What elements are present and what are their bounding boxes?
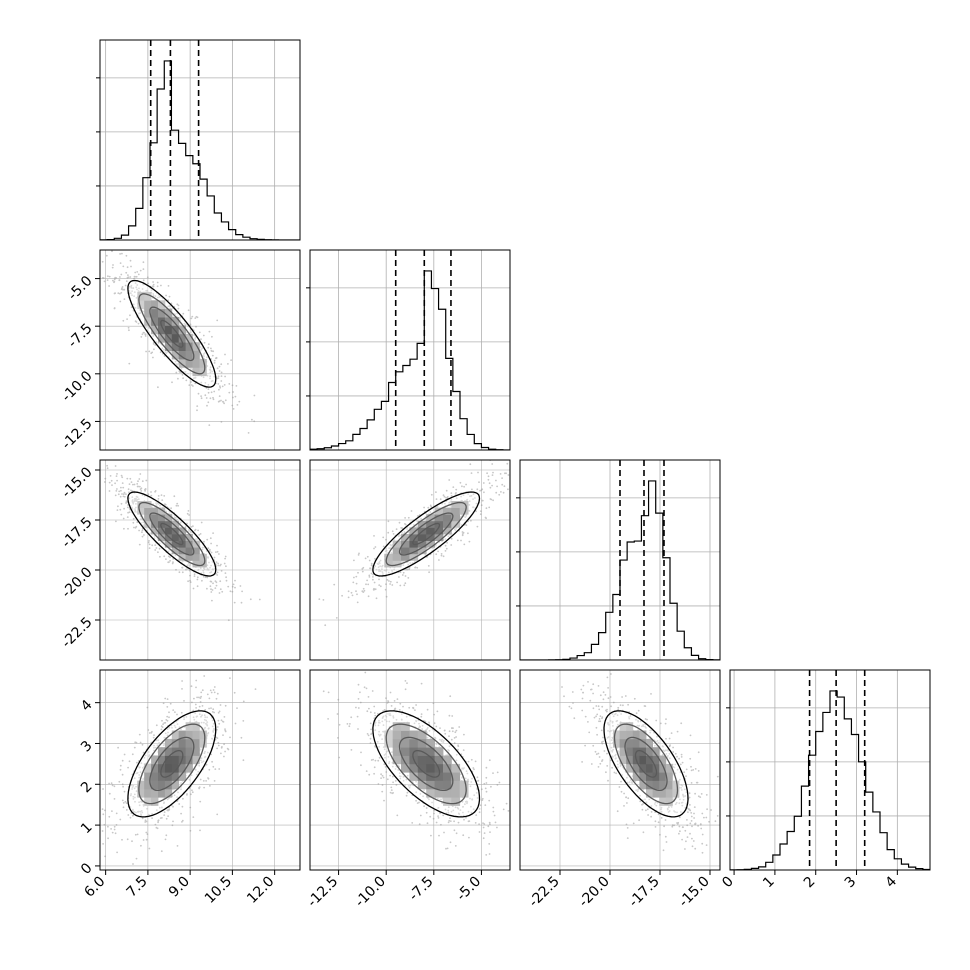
panel-frame [99,459,301,661]
y-tick-label: -5.0 [65,273,96,304]
x-tick-label: 1 [760,874,778,892]
panel-2-2 [516,459,721,661]
contour-1 [149,306,195,362]
y-tick-label: 4 [78,697,96,715]
panel-frame [309,459,511,661]
panel-frame [99,39,301,241]
x-tick-label: 6.0 [81,874,108,901]
x-tick-label: 4 [883,873,901,891]
x-tick-label: 10.5 [202,874,235,907]
contour-0 [412,522,441,546]
y-tick-label: -20.0 [59,564,96,601]
y-tick-label: -22.5 [59,614,96,651]
y-tick-label: -17.5 [59,514,96,551]
x-tick-label: -12.5 [304,874,341,911]
contour-3 [603,710,689,818]
contour-2 [138,293,206,375]
y-tick-label: 2 [78,779,96,797]
panel-frame [729,669,931,871]
y-tick-label: -7.5 [65,321,96,352]
x-tick-label: 3 [842,874,860,892]
contour-3 [372,710,481,818]
panel-3-3: 0 1 2 3 4 [719,669,931,892]
x-tick-label: -10.0 [352,874,389,911]
y-tick-label: -12.5 [59,416,96,453]
x-tick-label: -15.0 [676,874,713,911]
x-tick-label: 0 [719,874,737,892]
panel-frame [99,669,301,871]
panel-frame [309,669,511,871]
density-grid [137,291,207,377]
panel-3-0: 6.0 7.5 9.0 10.5 12.0 0 1 2 3 4 [78,669,301,907]
contour-3 [372,491,481,577]
x-tick-label: -17.5 [626,874,663,911]
x-tick-label: 12.0 [244,874,277,907]
panel-frame [309,249,511,451]
contour-1 [149,512,195,556]
panel-frame [99,249,301,451]
contour-2 [385,501,467,567]
panel-1-0: -12.5 -10.0 -7.5 -5.0 [59,249,301,453]
contour-1 [398,736,454,792]
contour-1 [149,736,195,792]
histogram-p0 [100,60,300,240]
contour-3 [127,279,217,388]
contour-0 [634,749,658,778]
y-tick-label: 0 [78,860,96,878]
y-tick-label: -10.0 [59,368,96,405]
contour-0 [160,319,184,348]
panel-3-2: -22.5 -20.0 -17.5 -15.0 [519,669,721,911]
x-tick-label: -5.0 [454,874,485,905]
contour-3 [127,710,217,818]
x-tick-label: -7.5 [406,874,437,905]
x-tick-label: 2 [801,874,819,892]
contour-3 [127,491,217,577]
y-tick-label: -15.0 [59,464,96,501]
panel-2-1 [309,459,511,661]
contour-0 [160,749,184,778]
histogram-p3 [730,690,930,870]
x-tick-label: 7.5 [124,874,151,901]
contour-1 [624,736,668,792]
contour-2 [138,501,206,567]
panel-2-0: -22.5 -20.0 -17.5 -15.0 [59,459,301,661]
x-tick-label: -22.5 [526,874,563,911]
x-tick-label: 9.0 [166,874,193,901]
histogram-p1 [310,270,510,450]
panel-1-1 [306,249,511,451]
contour-0 [412,749,441,778]
panel-frame [519,669,721,871]
panel-0-0 [96,39,301,241]
corner-panels: -12.5 -10.0 -7.5 -5.0 -22.5 -20.0 -17.5 -15.0 6.… [59,39,931,911]
y-tick-label: 3 [78,738,96,756]
panel-3-1: -12.5 -10.0 -7.5 -5.0 [304,669,511,911]
x-tick-label: -20.0 [576,874,613,911]
panel-frame [519,459,721,661]
y-tick-label: 1 [78,819,96,837]
contour-2 [138,723,206,805]
contour-2 [613,723,679,805]
contour-2 [385,723,467,805]
contour-0 [160,522,184,546]
contour-1 [398,512,454,556]
